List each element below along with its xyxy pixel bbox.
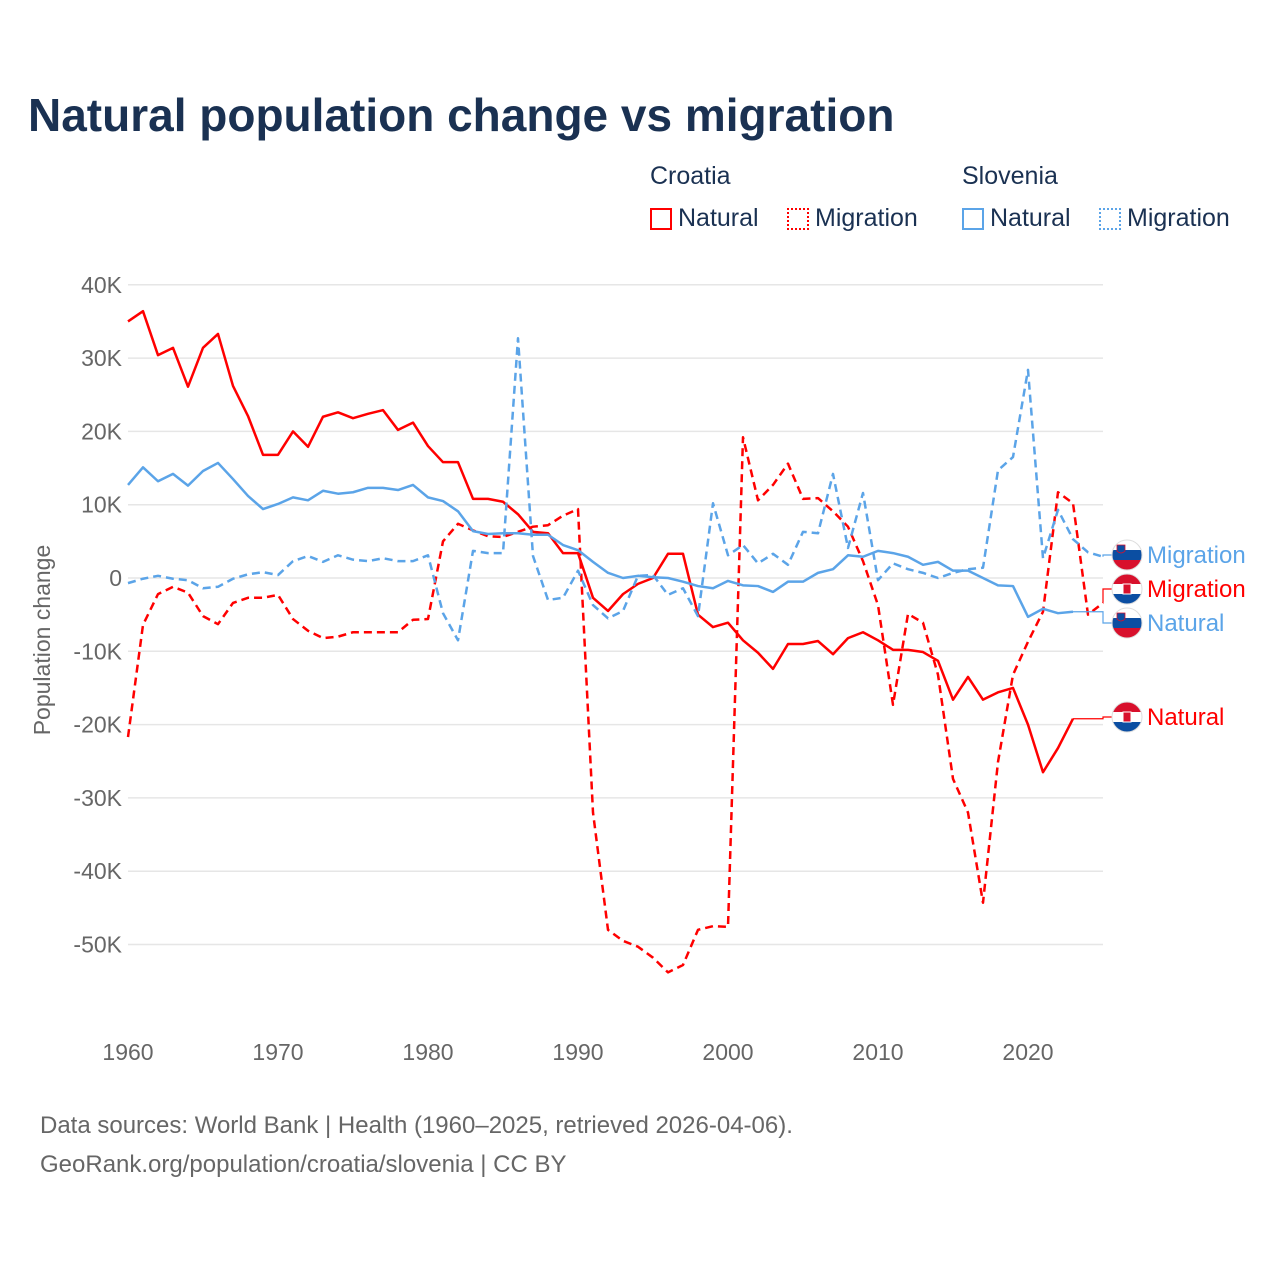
slovenia-flag-icon <box>1112 618 1142 629</box>
slovenia-coat-of-arms-icon <box>1116 612 1126 622</box>
label-connector <box>1073 611 1112 624</box>
legend-swatch-solid-icon <box>962 207 984 230</box>
legend-label: Natural <box>990 204 1071 232</box>
legend-item-slovenia-migration[interactable]: Migration <box>1099 204 1230 233</box>
y-tick-label: -30K <box>73 785 122 811</box>
x-tick-label: 2010 <box>852 1039 903 1065</box>
end-label-slovenia-migration: Migration <box>1147 542 1246 569</box>
legend-item-slovenia-natural[interactable]: Natural <box>962 204 1071 233</box>
legend-swatch-solid-icon <box>650 207 672 230</box>
y-tick-label: 40K <box>81 272 123 298</box>
series-line-slovenia-migration <box>127 337 1104 642</box>
x-tick-label: 2000 <box>702 1039 753 1065</box>
series-line-croatia-natural <box>127 309 1075 774</box>
slovenia-flag-icon <box>1112 540 1142 551</box>
flag-border <box>1111 573 1143 605</box>
x-tick-label: 2020 <box>1002 1039 1053 1065</box>
y-tick-label: 0 <box>109 565 122 591</box>
slovenia-coat-of-arms-icon <box>1116 544 1126 554</box>
x-tick-label: 1960 <box>102 1039 153 1065</box>
croatia-flag-icon <box>1112 574 1142 585</box>
y-tick-label: -50K <box>73 932 122 958</box>
end-label-croatia-natural: Natural <box>1147 704 1224 731</box>
series-line-croatia-migration <box>126 436 1104 974</box>
source-line-1: Data sources: World Bank | Health (1960–… <box>40 1112 793 1139</box>
slovenia-flag-icon <box>1112 628 1142 638</box>
legend-item-croatia-migration[interactable]: Migration <box>787 204 918 233</box>
y-tick-label: -40K <box>73 858 122 884</box>
legend-swatch-dotted-icon <box>787 207 809 230</box>
legend-label: Natural <box>678 204 759 232</box>
end-label-croatia-migration: Migration <box>1147 576 1246 603</box>
source-line-2: GeoRank.org/population/croatia/slovenia … <box>40 1151 567 1178</box>
croatia-coat-of-arms-icon <box>1122 583 1132 595</box>
chart-title: Natural population change vs migration <box>28 89 895 141</box>
label-connector <box>1102 554 1112 557</box>
x-tick-label: 1970 <box>252 1039 303 1065</box>
croatia-flag-icon <box>1112 702 1142 713</box>
y-tick-label: -10K <box>73 638 122 664</box>
legend-group-slovenia: Slovenia <box>962 162 1058 190</box>
y-tick-label: 10K <box>81 492 123 518</box>
y-tick-label: -20K <box>73 712 122 738</box>
x-tick-label: 1990 <box>552 1039 603 1065</box>
y-tick-label: 20K <box>81 418 123 444</box>
end-label-slovenia-natural: Natural <box>1147 610 1224 637</box>
flag-border <box>1111 607 1143 639</box>
label-connector <box>1073 716 1112 720</box>
legend-group-croatia: Croatia <box>650 162 731 190</box>
x-tick-label: 1980 <box>402 1039 453 1065</box>
croatia-flag-icon <box>1112 594 1142 604</box>
legend-item-croatia-natural[interactable]: Natural <box>650 204 759 233</box>
flag-border <box>1111 701 1143 733</box>
legend-swatch-dotted-icon <box>1099 207 1121 230</box>
croatia-coat-of-arms-icon <box>1122 711 1132 723</box>
flag-border <box>1111 539 1143 571</box>
croatia-flag-icon <box>1112 722 1142 732</box>
y-axis-label: Population change <box>29 545 55 736</box>
slovenia-flag-icon <box>1112 560 1142 570</box>
label-connector <box>1102 588 1112 603</box>
series-line-slovenia-natural <box>127 461 1074 619</box>
legend-label: Migration <box>815 204 918 232</box>
source-note: Data sources: World Bank | Health (1960–… <box>40 1106 793 1184</box>
legend-label: Migration <box>1127 204 1230 232</box>
slovenia-flag-icon <box>1112 608 1142 619</box>
slovenia-flag-icon <box>1112 550 1142 561</box>
y-tick-label: 30K <box>81 345 123 371</box>
